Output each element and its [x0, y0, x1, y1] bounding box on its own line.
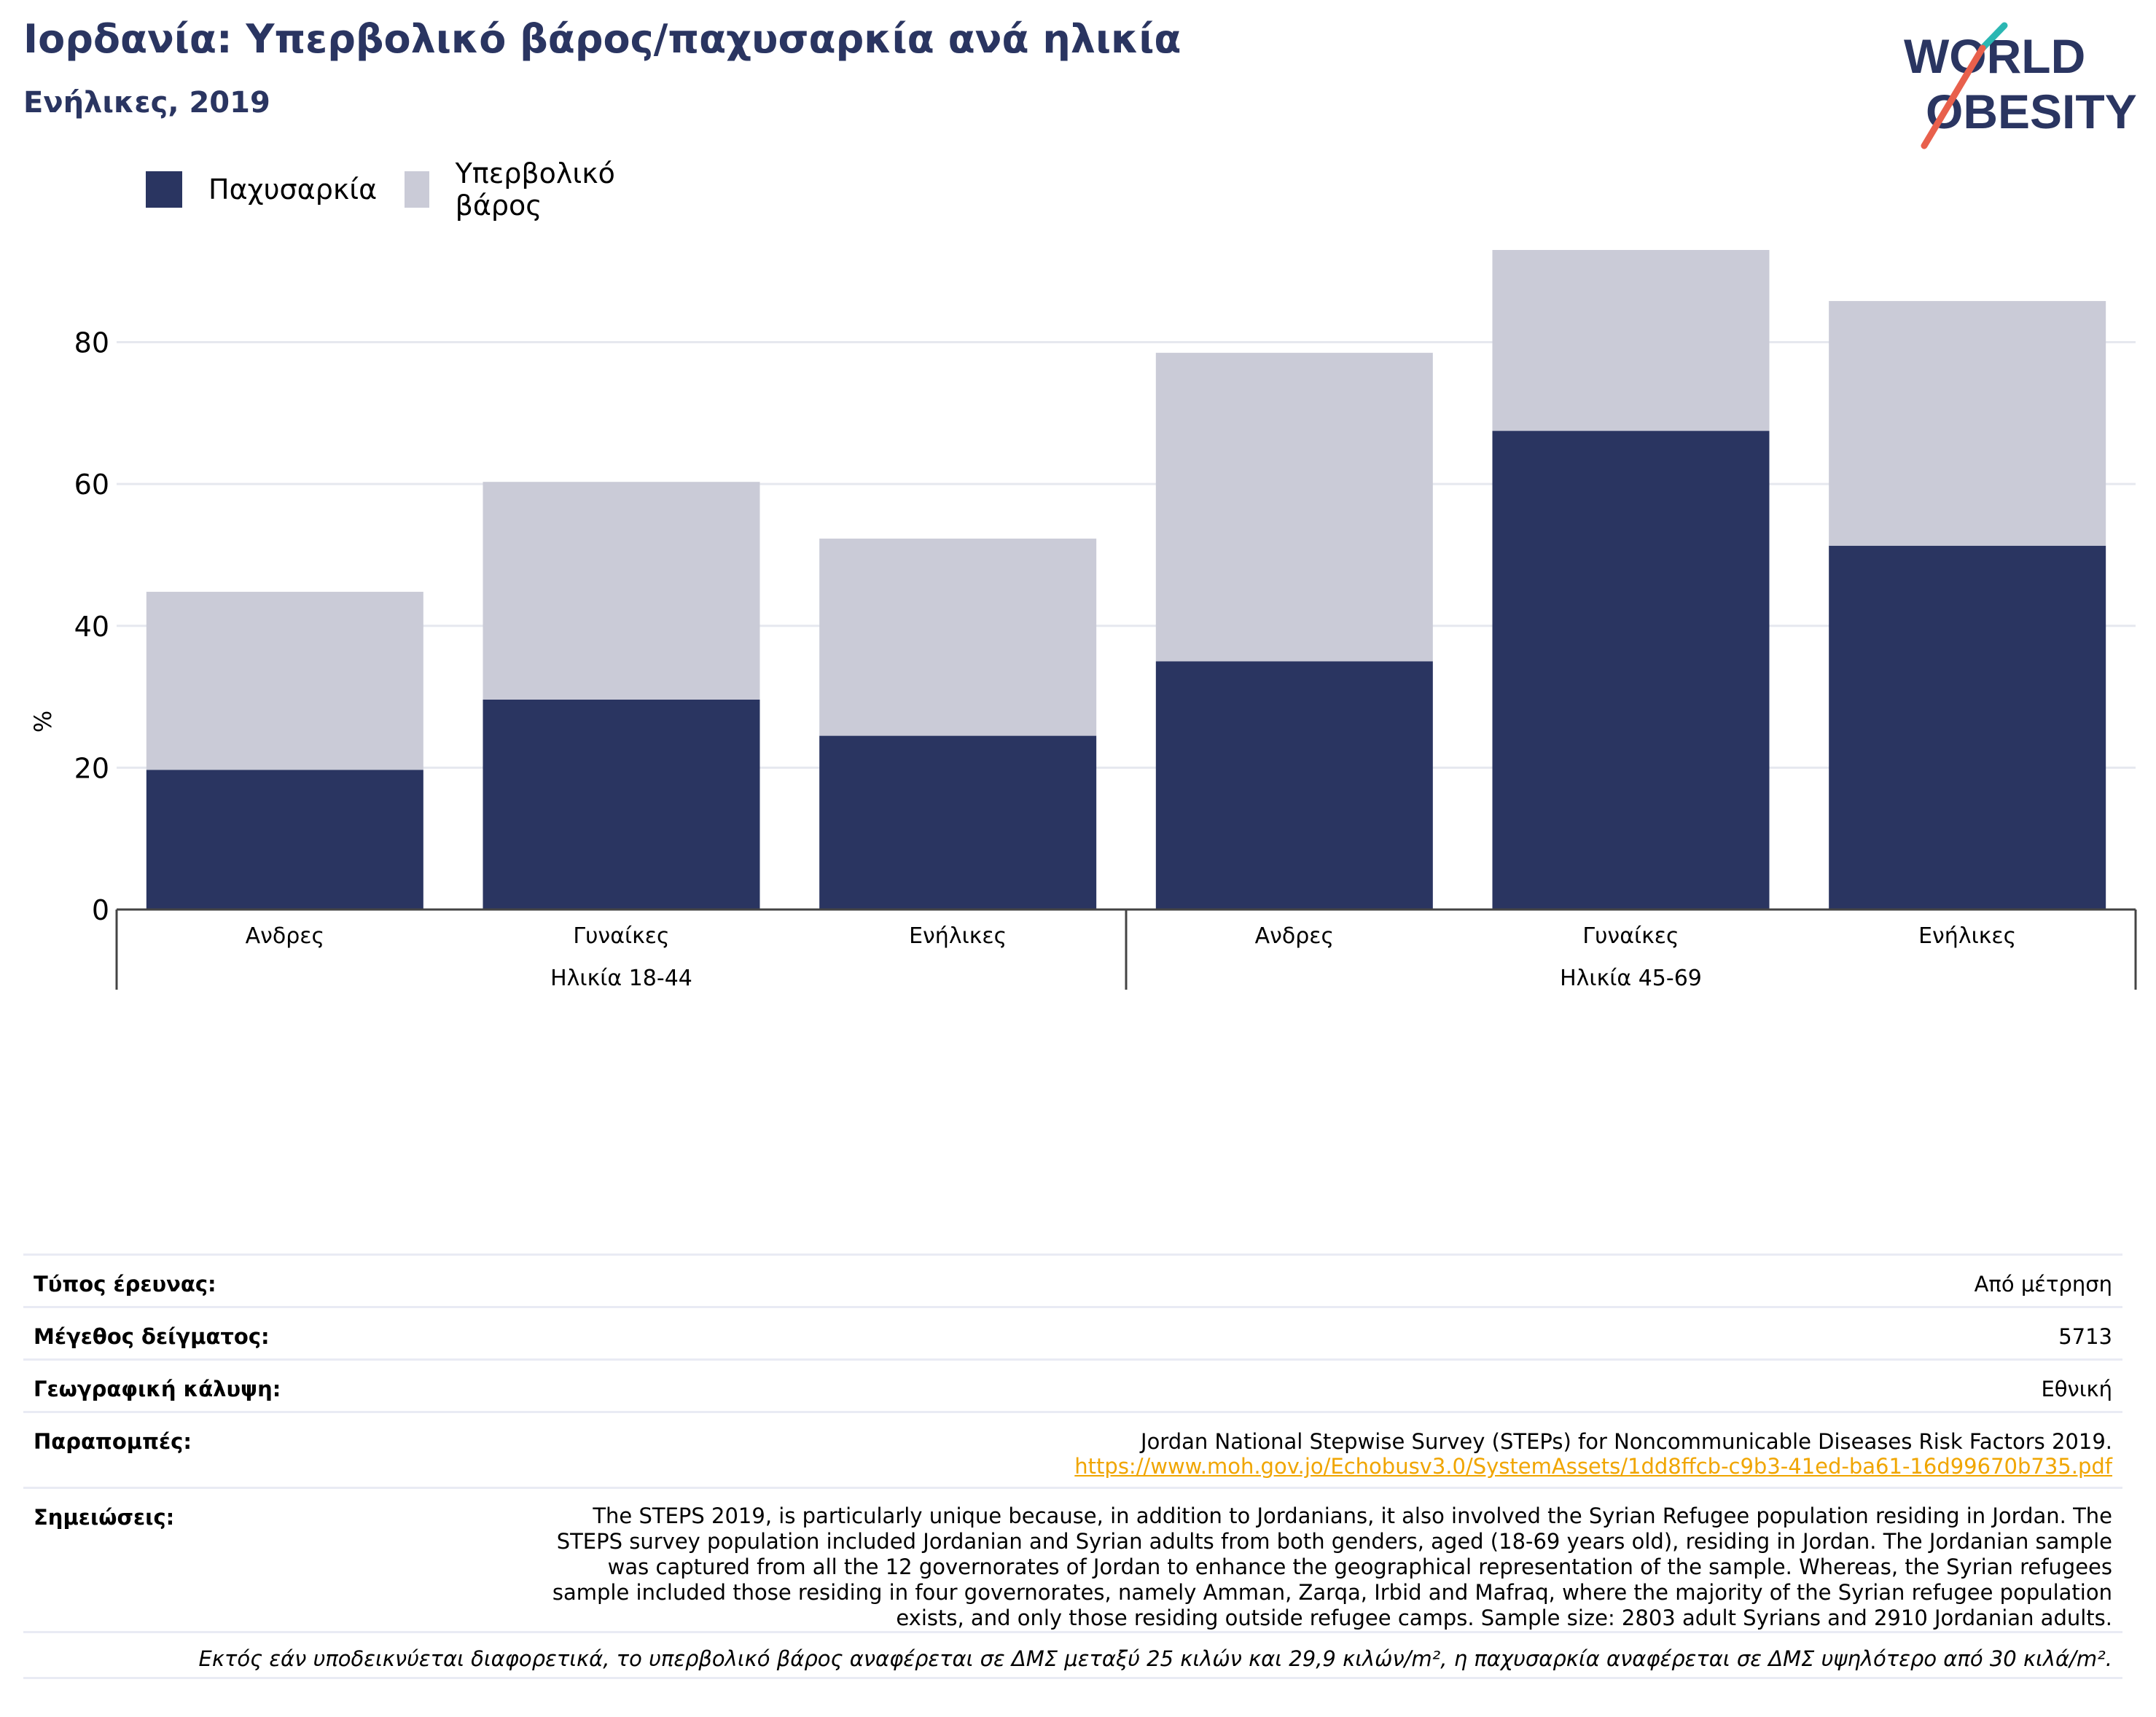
- logo-slash-coral: [1921, 44, 1986, 149]
- sample-size-value: 5713: [2058, 1324, 2112, 1349]
- legend-label-obesity: Παχυσαρκία: [208, 173, 378, 206]
- x-tick-label-1: Γυναίκες: [573, 923, 669, 949]
- meta-row-notes: Σημειώσεις: The STEPS 2019, is particula…: [23, 1487, 2122, 1631]
- sample-size-label: Μέγεθος δείγματος:: [34, 1324, 270, 1349]
- y-tick-label-3: 60: [74, 469, 109, 501]
- logo-slash-teal: [1979, 22, 2008, 52]
- bar-obesity-5: [1829, 545, 2106, 910]
- x-tick-label-2: Ενήλικες: [909, 923, 1007, 949]
- survey-type-label: Τύπος έρευνας:: [34, 1272, 216, 1296]
- meta-row-references: Παραπομπές: Jordan National Stepwise Sur…: [23, 1411, 2122, 1487]
- bar-overweight-2: [819, 539, 1097, 736]
- survey-type-value: Από μέτρηση: [1974, 1272, 2112, 1296]
- definitions-footnote: Εκτός εάν υποδεικνύεται διαφορετικά, το …: [23, 1631, 2122, 1679]
- bar-overweight-5: [1829, 301, 2106, 546]
- bar-overweight-4: [1492, 250, 1770, 431]
- x-tick-label-5: Ενήλικες: [1918, 923, 2016, 949]
- stacked-bar-chart: 0 20 40 60 80% Ανδρες Γυναίκες Ενήλικες Ανδρες Γυ…: [29, 250, 2137, 991]
- y-tick-label-1: 20: [74, 752, 109, 784]
- group-label-0: Ηλικία 18-44: [550, 966, 692, 991]
- coverage-label: Γεωγραφική κάλυψη:: [34, 1377, 281, 1401]
- legend-swatch-obesity: [146, 171, 182, 208]
- bar-obesity-4: [1492, 431, 1770, 910]
- references-link[interactable]: https://www.moh.gov.jo/Echobusv3.0/Syste…: [1074, 1454, 2112, 1479]
- bar-overweight-1: [483, 482, 760, 700]
- bar-obesity-3: [1155, 661, 1433, 910]
- y-tick-label-0: 0: [92, 894, 109, 926]
- page-title: Ιορδανία: Υπερβολικό βάρος/παχυσαρκία αν…: [23, 16, 1181, 62]
- legend-label-overweight: Υπερβολικό βάρος: [455, 157, 615, 222]
- meta-row-survey-type: Τύπος έρευνας: Από μέτρηση: [23, 1253, 2122, 1306]
- legend-item-obesity: Παχυσαρκία: [146, 168, 377, 211]
- bar-overweight-0: [146, 592, 423, 770]
- notes-label: Σημειώσεις:: [34, 1505, 175, 1530]
- bar-obesity-1: [483, 699, 760, 910]
- logo-text-obesity: OBESITY: [1926, 85, 2137, 138]
- references-text: Jordan National Stepwise Survey (STEPs) …: [1141, 1429, 2112, 1454]
- x-tick-label-3: Ανδρες: [1255, 923, 1335, 949]
- y-tick-label-4: 80: [74, 327, 109, 359]
- group-label-1: Ηλικία 45-69: [1560, 966, 1702, 991]
- y-axis-label: %: [29, 711, 57, 732]
- meta-row-coverage: Γεωγραφική κάλυψη: Εθνική: [23, 1358, 2122, 1411]
- references-value: Jordan National Stepwise Survey (STEPs) …: [1074, 1429, 2112, 1479]
- coverage-value: Εθνική: [2041, 1377, 2112, 1401]
- x-tick-label-4: Γυναίκες: [1582, 923, 1679, 949]
- bar-obesity-2: [819, 735, 1097, 910]
- legend-item-overweight: Υπερβολικό βάρος: [405, 157, 627, 222]
- y-tick-label-2: 40: [74, 611, 109, 643]
- survey-metadata: Τύπος έρευνας: Από μέτρηση Μέγεθος δείγμ…: [23, 1253, 2122, 1631]
- bar-obesity-0: [146, 770, 423, 910]
- references-label: Παραπομπές:: [34, 1429, 192, 1454]
- world-obesity-logo: WORLD OBESITY: [1904, 22, 2137, 149]
- meta-row-sample-size: Μέγεθος δείγματος: 5713: [23, 1306, 2122, 1358]
- legend-swatch-overweight: [405, 171, 429, 208]
- bar-overweight-3: [1155, 353, 1433, 662]
- x-tick-label-0: Ανδρες: [246, 923, 325, 949]
- notes-text: The STEPS 2019, is particularly unique b…: [552, 1503, 2112, 1630]
- page-subtitle: Ενήλικες, 2019: [23, 86, 270, 120]
